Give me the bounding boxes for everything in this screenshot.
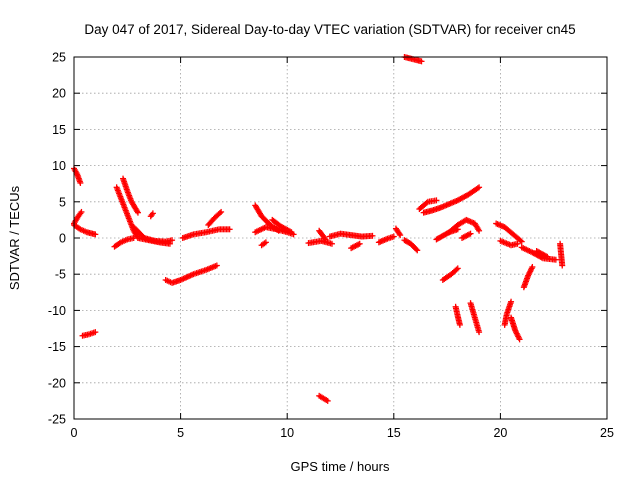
data-point: [413, 246, 420, 253]
y-tick-label: -20: [48, 376, 66, 390]
data-point: [476, 227, 483, 234]
data-point: [476, 184, 483, 191]
data-point: [149, 210, 156, 217]
tick-labels: 0 5 10 15 20 25 -25 -20 -15 -10 -5 0 5 10 15 20 25: [48, 51, 614, 441]
data-point: [218, 208, 225, 215]
data-point: [148, 211, 155, 218]
data-point: [78, 208, 85, 215]
grid-lines: [74, 57, 607, 419]
data-point: [321, 235, 328, 242]
x-tick-label: 20: [493, 426, 507, 440]
data-point: [169, 237, 176, 244]
y-tick-label: -10: [48, 304, 66, 318]
data-point: [397, 232, 404, 239]
data-point: [433, 197, 440, 204]
y-tick-label: -5: [55, 268, 66, 282]
data-point: [356, 240, 363, 247]
data-point: [454, 265, 461, 272]
data-point: [134, 209, 141, 216]
y-tick-label: -15: [48, 340, 66, 354]
data-point: [92, 329, 99, 336]
data-point: [529, 263, 536, 270]
data-point: [77, 179, 84, 186]
x-tick-label: 5: [177, 426, 184, 440]
data-point: [514, 240, 521, 247]
data-point: [369, 232, 376, 239]
data-point: [476, 329, 483, 336]
data-point: [287, 228, 294, 235]
data-point: [456, 321, 463, 328]
y-tick-label: 25: [52, 51, 66, 65]
chart-title: Day 047 of 2017, Sidereal Day-to-day VTE…: [84, 22, 575, 37]
x-tick-label: 25: [600, 426, 614, 440]
y-tick-label: 5: [59, 195, 66, 209]
data-point: [328, 240, 335, 247]
x-tick-label: 0: [71, 426, 78, 440]
data-point: [418, 58, 425, 65]
data-point: [423, 199, 430, 206]
y-tick-label: 10: [52, 159, 66, 173]
data-point: [288, 229, 295, 236]
y-tick-label: -25: [48, 413, 66, 427]
y-axis-label: SDTVAR / TECUs: [7, 185, 22, 290]
x-tick-label: 15: [387, 426, 401, 440]
plot-area-frame: [73, 56, 608, 420]
y-tick-label: 0: [59, 232, 66, 246]
data-point: [226, 226, 233, 233]
data-point: [542, 253, 549, 260]
data-point: [216, 210, 223, 217]
data-point: [322, 236, 329, 243]
data-point: [92, 231, 99, 238]
x-tick-label: 10: [280, 426, 294, 440]
data-point: [396, 230, 403, 237]
data-point: [516, 336, 523, 343]
data-point: [517, 237, 524, 244]
data-point: [324, 397, 331, 404]
data-point: [390, 233, 397, 240]
x-axis-label: GPS time / hours: [291, 459, 390, 474]
data-point: [414, 247, 421, 254]
data-point: [518, 238, 525, 245]
data-point: [552, 256, 559, 263]
data-point: [262, 239, 269, 246]
data-point: [508, 298, 515, 305]
data-point: [453, 266, 460, 273]
axis-ticks: [73, 56, 608, 420]
data-point: [544, 253, 551, 260]
data-point: [559, 262, 566, 269]
y-tick-label: 15: [52, 123, 66, 137]
y-tick-label: 20: [52, 87, 66, 101]
data-point: [474, 185, 481, 192]
data-point: [467, 230, 474, 237]
data-point: [213, 262, 220, 269]
data-points: [71, 54, 566, 404]
data-point: [166, 240, 173, 247]
